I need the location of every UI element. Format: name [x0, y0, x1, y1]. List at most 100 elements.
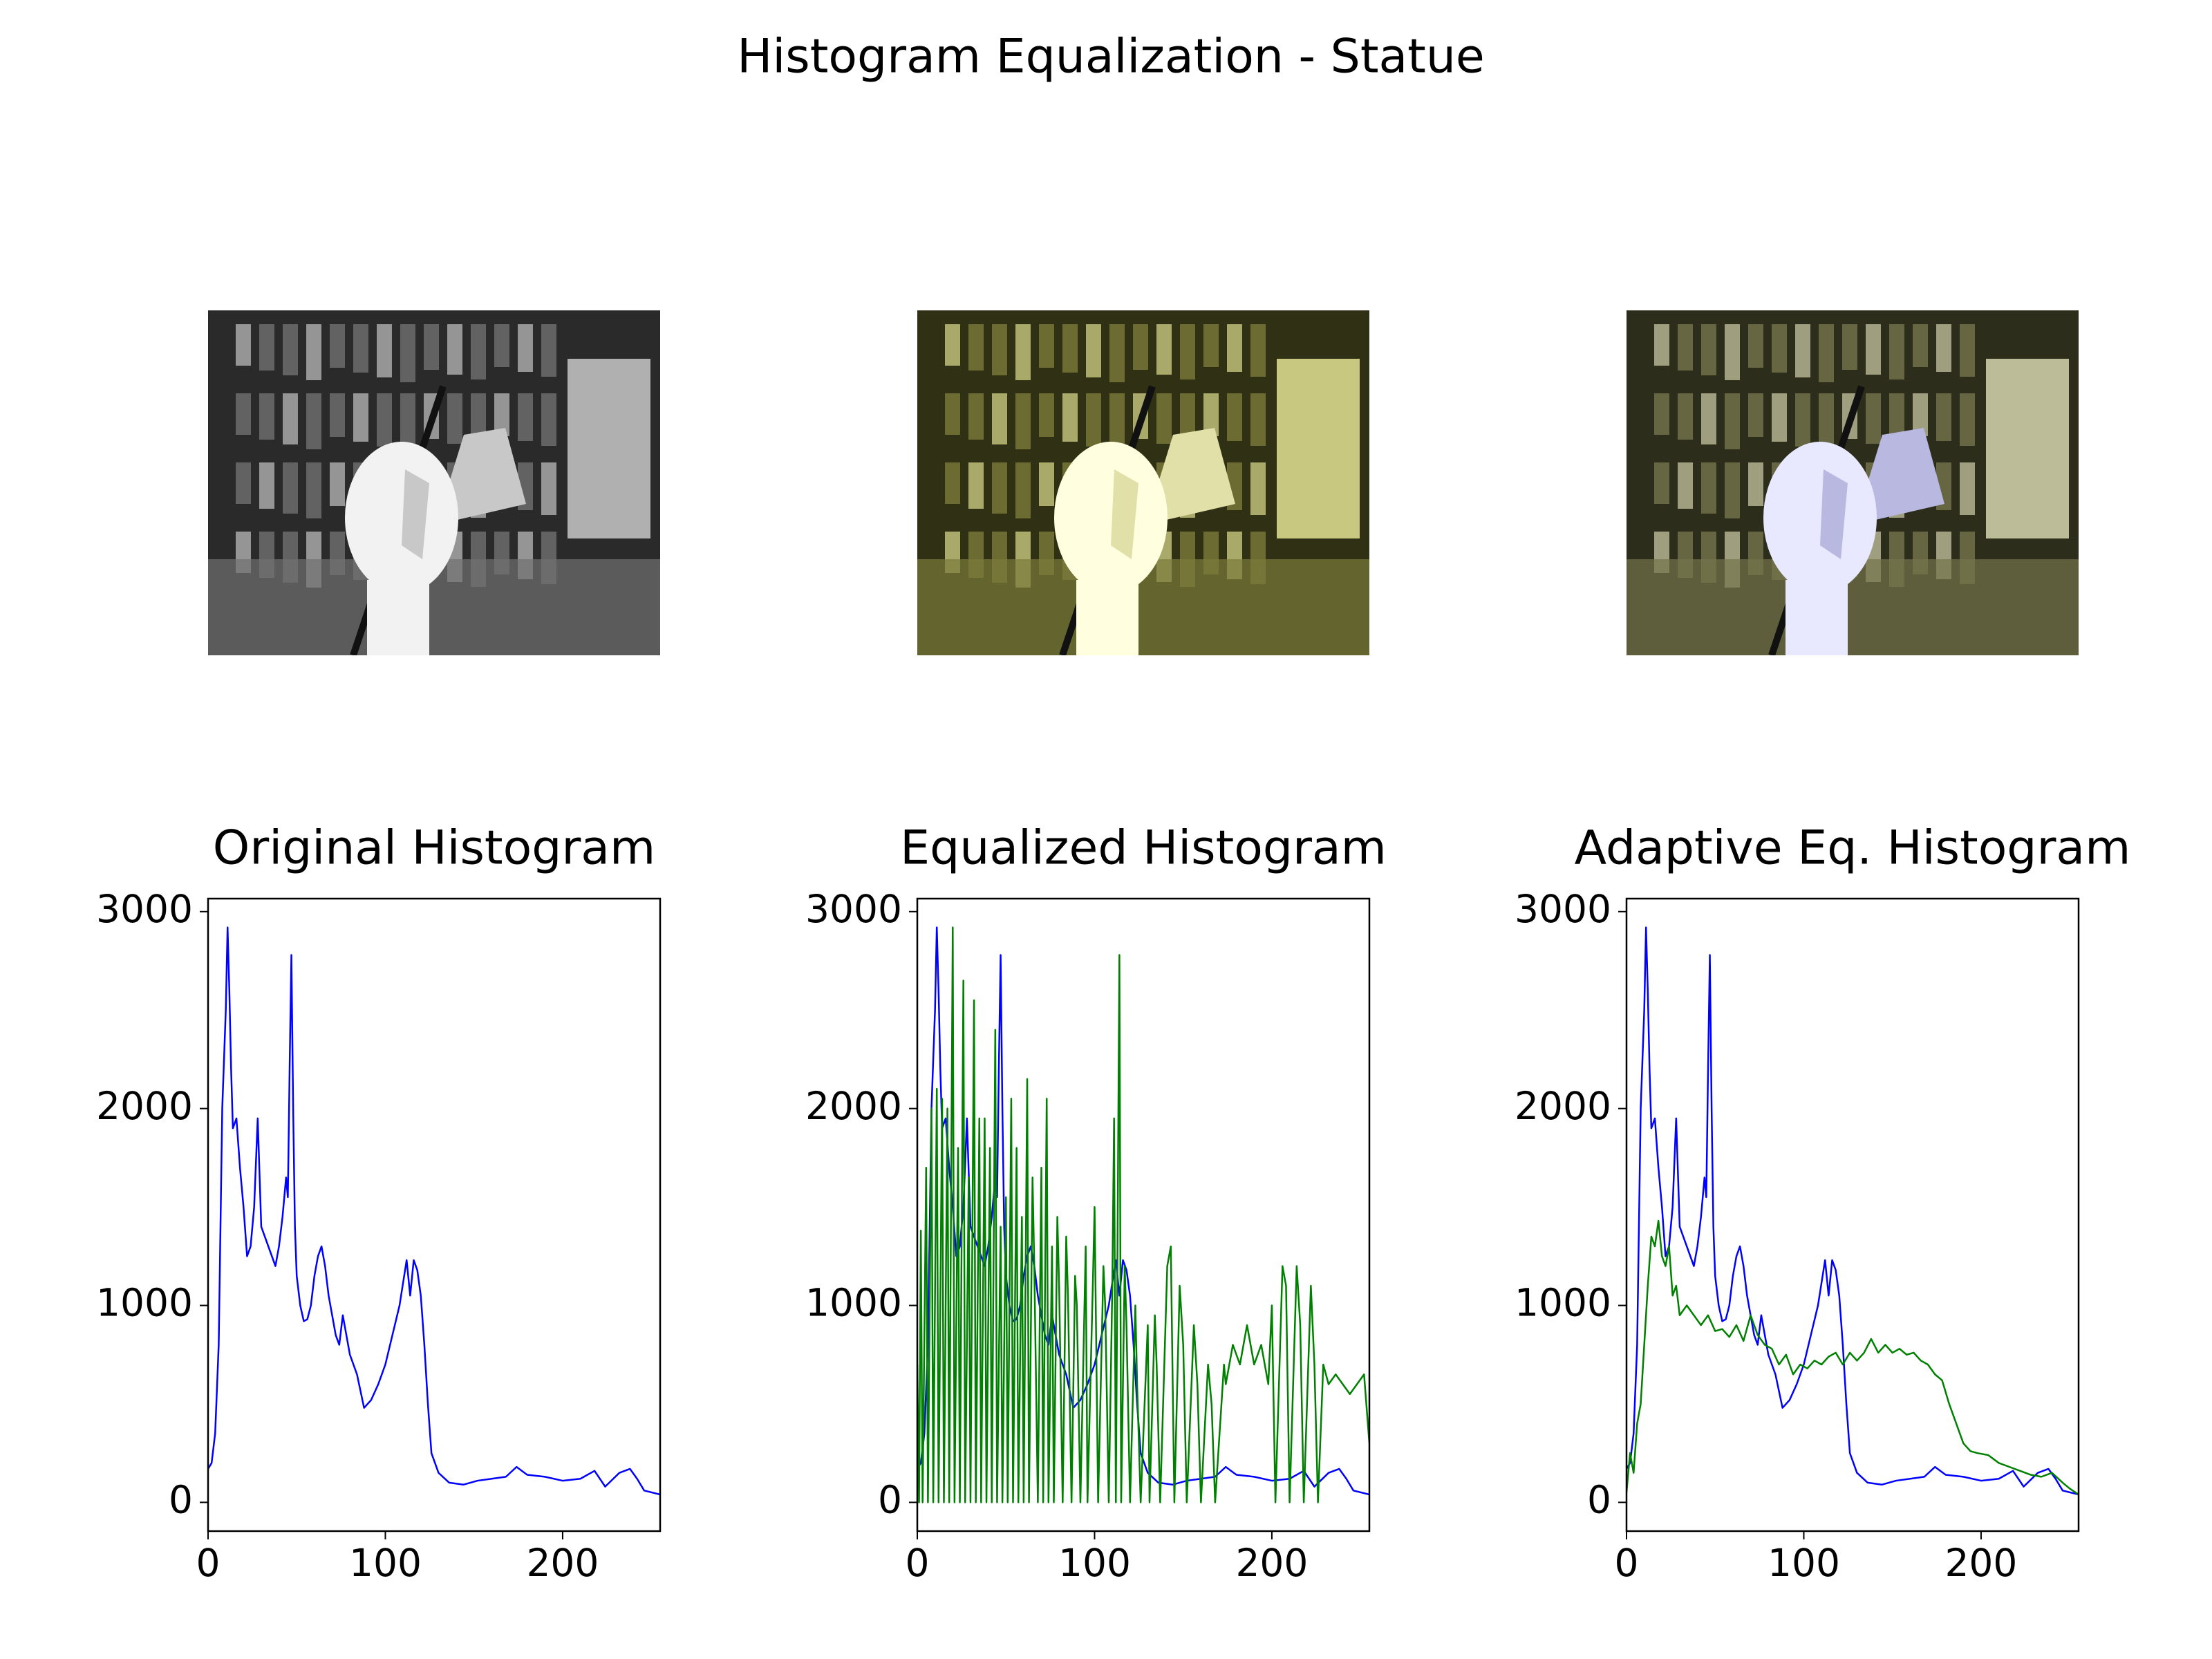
head [1763, 442, 1877, 594]
shelf-item [1133, 324, 1148, 370]
axes-frame [207, 897, 662, 1533]
histogram-line [208, 926, 660, 1496]
shelf-item [1936, 324, 1951, 372]
shelf-item [1109, 324, 1125, 382]
shelf-item [306, 324, 321, 380]
shelf-item [1062, 324, 1078, 373]
shelf-item [1960, 393, 1975, 446]
shelf-item [400, 393, 415, 451]
shelf-item [1250, 462, 1266, 515]
shelf-item [236, 462, 251, 504]
y-tick-label: 1000 [96, 1281, 193, 1325]
shelf-item [353, 324, 368, 373]
shelf-item [1701, 324, 1716, 375]
axes-title: Equalized Histogram [900, 821, 1387, 876]
shelf-item [1795, 324, 1810, 377]
head [345, 442, 458, 594]
shelf-item [1039, 324, 1054, 368]
shelf-item [1015, 393, 1031, 449]
shelf-item [1866, 393, 1881, 444]
shelf-item [353, 393, 368, 442]
shelf-item [541, 324, 556, 377]
shelf-item [1678, 324, 1693, 371]
shelf-item [400, 324, 415, 382]
shelf-item [1866, 324, 1881, 375]
shelf-item [1015, 462, 1031, 518]
plot-area [1627, 926, 2079, 1496]
shelf-item [1062, 393, 1078, 442]
shelf-item [1701, 393, 1716, 444]
image-panel [1627, 310, 2079, 655]
shelf-item [259, 324, 274, 371]
axes-frame [1625, 897, 2080, 1533]
shelf-item [236, 324, 251, 366]
shelf-item [992, 393, 1007, 444]
shelf-item [1819, 393, 1834, 451]
shelf-item [1203, 393, 1219, 436]
face-shade [1820, 469, 1848, 559]
shelf-item [447, 393, 462, 444]
shelf-item [541, 393, 556, 446]
shelf-item [1819, 324, 1834, 382]
shelf-item [945, 393, 960, 435]
y-tick-label: 3000 [805, 887, 902, 931]
y-tick-label: 0 [1587, 1478, 1611, 1522]
shelf-item [1250, 324, 1266, 377]
shelf-item [283, 462, 298, 514]
shelf-item [330, 462, 345, 506]
x-tick-label: 200 [1235, 1541, 1308, 1585]
lamp [436, 428, 526, 525]
shelf-item [1725, 462, 1740, 518]
x-tick-label: 100 [349, 1541, 422, 1585]
shelf-item [992, 324, 1007, 375]
image-panel [917, 310, 1369, 655]
shelf-item [968, 462, 984, 509]
shelf-item [1960, 462, 1975, 515]
shelf-item [1748, 462, 1763, 506]
y-tick-label: 2000 [805, 1084, 902, 1128]
shelf-item [330, 393, 345, 437]
shelf-item [1772, 324, 1787, 373]
shelf-item [1086, 393, 1101, 447]
figure-title: Histogram Equalization - Statue [737, 30, 1485, 84]
shelf-item [330, 324, 345, 368]
shelf-item [1748, 393, 1763, 437]
y-tick-label: 3000 [96, 887, 193, 931]
x-tick-label: 100 [1058, 1541, 1131, 1585]
shelf-item [518, 324, 533, 372]
shelf-item [968, 324, 984, 371]
shelf-item [1109, 393, 1125, 451]
x-tick-label: 0 [1615, 1541, 1639, 1585]
x-tick-label: 100 [1768, 1541, 1840, 1585]
shelf-item [992, 462, 1007, 514]
y-tick-label: 3000 [1515, 887, 1611, 931]
shelf-item [306, 393, 321, 449]
board [1986, 359, 2069, 538]
image [917, 310, 1369, 655]
shelf-item [1039, 393, 1054, 437]
shelf-item [1654, 393, 1669, 435]
image [1627, 310, 2079, 655]
shelf-item [471, 324, 486, 379]
shelf-item [1748, 324, 1763, 368]
y-tick-label: 0 [169, 1478, 193, 1522]
shelf-item [377, 324, 392, 377]
x-tick-label: 0 [196, 1541, 221, 1585]
shelf-item [945, 324, 960, 366]
shelf-item [1227, 393, 1242, 441]
shelf-item [494, 393, 509, 436]
shelf-item [1654, 462, 1669, 504]
shelf-item [518, 393, 533, 441]
histogram-line [1627, 1219, 2079, 1496]
shelf-item [1180, 324, 1195, 379]
histogram-line [917, 926, 1369, 1503]
shelf-item [259, 393, 274, 440]
shelf-item [306, 462, 321, 518]
y-tick-label: 2000 [1515, 1084, 1611, 1128]
x-tick-label: 200 [526, 1541, 599, 1585]
x-tick-label: 0 [906, 1541, 930, 1585]
shelf-item [1250, 393, 1266, 446]
shelf-item [1725, 324, 1740, 380]
